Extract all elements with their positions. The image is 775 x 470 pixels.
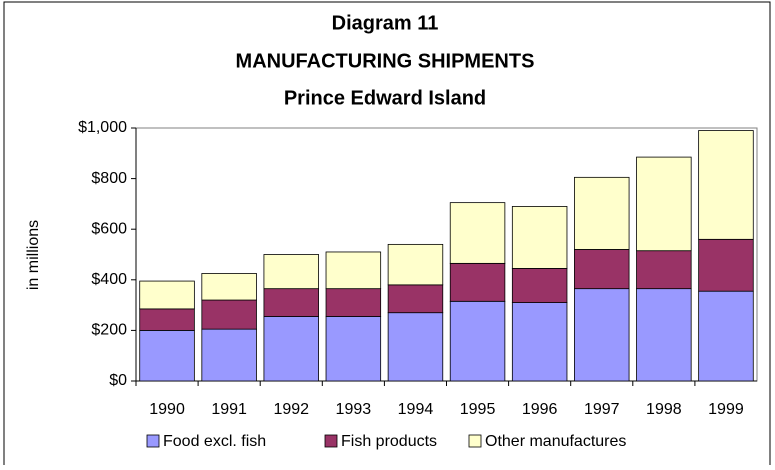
- bar-segment: [325, 316, 382, 382]
- x-tick-label: 1991: [211, 401, 247, 418]
- x-tick-label: 1993: [336, 401, 372, 418]
- y-tick-label: $200: [91, 322, 127, 339]
- chart-title: Prince Edward Island: [284, 87, 486, 109]
- y-tick-label: $800: [91, 170, 127, 187]
- bar-segment: [574, 176, 630, 250]
- bar-segment: [139, 308, 195, 331]
- bar-segment: [139, 280, 195, 310]
- x-tick-label: 1996: [522, 401, 558, 418]
- x-tick-label: 1992: [273, 401, 309, 418]
- bar-segment: [636, 250, 692, 290]
- legend-label: Other manufactures: [485, 433, 626, 450]
- x-tick-label: 1999: [708, 401, 744, 418]
- bar-segment: [201, 273, 257, 301]
- y-tick-label: $1,000: [78, 119, 127, 136]
- x-tick-label: 1994: [398, 401, 434, 418]
- chart-title: Diagram 11: [332, 12, 439, 34]
- bar-segment: [325, 251, 382, 290]
- y-axis-label: in millions: [25, 220, 42, 290]
- bar-segment: [263, 254, 319, 290]
- bar-segment: [698, 238, 754, 292]
- bar-segment: [201, 328, 257, 382]
- bar-segment: [263, 316, 319, 382]
- bar-segment: [387, 243, 444, 286]
- bar-segment: [698, 290, 754, 382]
- bar-segment: [325, 288, 382, 317]
- legend-swatch: [146, 434, 160, 448]
- bar-segment: [574, 288, 630, 382]
- x-tick-label: 1998: [646, 401, 682, 418]
- bar-segment: [449, 202, 506, 264]
- bar-segment: [511, 302, 568, 382]
- bar-segment: [511, 268, 568, 303]
- x-tick-label: 1990: [149, 401, 185, 418]
- bar-segment: [387, 312, 444, 382]
- bar-segment: [139, 329, 195, 382]
- x-tick-label: 1997: [584, 401, 620, 418]
- bar-segment: [636, 288, 692, 382]
- legend-label: Food excl. fish: [163, 433, 266, 450]
- y-tick-label: $0: [109, 372, 127, 389]
- chart-title: MANUFACTURING SHIPMENTS: [236, 50, 535, 72]
- legend-swatch: [468, 434, 482, 448]
- bar-segment: [449, 262, 506, 302]
- bar-segment: [263, 288, 319, 317]
- legend-label: Fish products: [341, 433, 437, 450]
- bar-segment: [698, 130, 754, 240]
- y-tick-label: $600: [91, 220, 127, 237]
- y-tick-label: $400: [91, 271, 127, 288]
- bar-segment: [387, 284, 444, 314]
- legend-swatch: [324, 434, 338, 448]
- bar-segment: [449, 300, 506, 382]
- bar-segment: [201, 299, 257, 330]
- bar-segment: [636, 156, 692, 252]
- bar-segment: [511, 206, 568, 269]
- x-tick-label: 1995: [460, 401, 496, 418]
- bar-segment: [574, 249, 630, 290]
